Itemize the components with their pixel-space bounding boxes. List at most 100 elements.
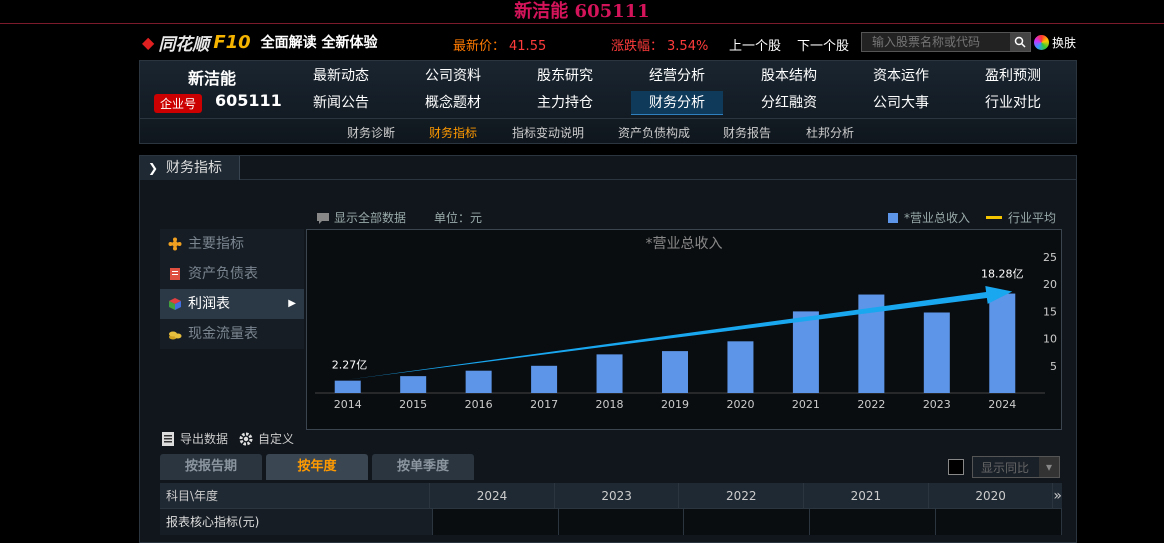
subnav-indicators[interactable]: 财务指标 <box>429 126 478 140</box>
legend-industry-avg[interactable]: 行业平均 <box>1007 211 1056 225</box>
x-tick-label: 2017 <box>530 398 558 411</box>
chart-canvas: *营业总收入 5 10 15 20 25 2014 2015 2016 2017 2018 2019 2… <box>315 236 1057 411</box>
skin-switch[interactable]: 换肤 <box>1034 34 1076 51</box>
chevron-right-icon: ▶ <box>288 298 296 309</box>
enterprise-tag[interactable]: 企业号 <box>154 94 203 113</box>
legend-line-swatch <box>985 216 1002 219</box>
yoy-checkbox[interactable] <box>948 459 964 475</box>
logo-name: 同花顺 <box>158 34 210 55</box>
side-income-statement[interactable]: 利润表 ▶ <box>160 289 304 319</box>
revenue-bar <box>792 311 819 393</box>
subnav-reports[interactable]: 财务报告 <box>723 126 772 140</box>
table-actions: 导出数据 自定义 <box>160 430 294 447</box>
revenue-bar <box>465 370 492 393</box>
side-label: 现金流量表 <box>188 326 258 342</box>
legend-revenue[interactable]: *营业总收入 <box>903 211 970 225</box>
x-tick-label: 2014 <box>334 398 362 411</box>
menu-industry[interactable]: 行业对比 <box>985 95 1041 111</box>
revenue-chart: *营业总收入 5 10 15 20 25 2014 2015 2016 2017 2018 2019 2… <box>306 229 1062 430</box>
menu-institutions[interactable]: 主力持仓 <box>537 95 593 111</box>
header-year[interactable]: 2022 <box>678 483 803 509</box>
y-tick-label: 15 <box>1043 305 1057 318</box>
header-year[interactable]: 2021 <box>803 483 928 509</box>
menu-operations[interactable]: 经营分析 <box>649 68 705 84</box>
header-year[interactable]: 2023 <box>553 483 679 509</box>
subnav-diagnosis[interactable]: 财务诊断 <box>347 126 396 140</box>
menu-shareholder[interactable]: 股东研究 <box>537 68 593 84</box>
y-tick-label: 25 <box>1043 251 1057 264</box>
price-value: 41.55 <box>509 39 547 54</box>
tab-by-quarter[interactable]: 按单季度 <box>372 454 474 480</box>
tab-by-report[interactable]: 按报告期 <box>160 454 262 480</box>
side-main-indicators[interactable]: 主要指标 <box>160 229 304 259</box>
chart-tools: 显示全部数据 单位：元 <box>316 209 482 226</box>
yoy-select[interactable]: 显示同比 <box>972 456 1060 478</box>
stock-name: 新洁能 <box>188 69 237 88</box>
menu-capital[interactable]: 资本运作 <box>873 68 929 84</box>
show-all-data-link[interactable]: 显示全部数据 <box>334 211 407 225</box>
slogan: 全面解读 全新体验 <box>260 35 378 51</box>
prev-stock-link[interactable]: 上一个股 <box>729 39 782 54</box>
side-balance-sheet[interactable]: 资产负债表 <box>160 259 304 289</box>
row-label: 报表核心指标(元) <box>160 509 432 535</box>
menu-company-info[interactable]: 公司资料 <box>425 68 481 84</box>
x-tick-label: 2016 <box>465 398 493 411</box>
x-tick-label: 2020 <box>726 398 754 411</box>
coins-icon <box>169 331 182 340</box>
tab-by-year[interactable]: 按年度 <box>266 454 368 480</box>
menu-forecast[interactable]: 盈利预测 <box>985 68 1041 84</box>
export-data-link[interactable]: 导出数据 <box>180 432 229 446</box>
unit-label: 单位：元 <box>434 211 483 225</box>
table-cell <box>935 509 1061 535</box>
revenue-bar <box>531 365 558 393</box>
stock-code: 605111 <box>215 91 282 110</box>
price-label: 最新价： <box>453 39 506 54</box>
table-cell <box>809 509 936 535</box>
subnav-dupont[interactable]: 杜邦分析 <box>806 126 855 140</box>
table-header: 科目\年度 2024 2023 2022 2021 2020 » <box>160 483 1062 509</box>
menu-events[interactable]: 公司大事 <box>873 95 929 111</box>
x-tick-label: 2019 <box>661 398 689 411</box>
table-row: 报表核心指标(元) <box>160 509 1062 535</box>
menu-dividends[interactable]: 分红融资 <box>761 95 817 111</box>
side-cash-flow[interactable]: 现金流量表 <box>160 319 304 349</box>
document-icon <box>170 268 180 280</box>
header-year[interactable]: 2020 <box>927 483 1053 509</box>
header-subject: 科目\年度 <box>166 489 219 503</box>
subnav-changes[interactable]: 指标变动说明 <box>512 126 585 140</box>
table-cell <box>431 509 558 535</box>
y-tick-label: 20 <box>1043 278 1057 291</box>
x-tick-label: 2021 <box>792 398 820 411</box>
next-stock-link[interactable]: 下一个股 <box>797 39 850 54</box>
header-year[interactable]: 2024 <box>429 483 554 509</box>
search-button[interactable] <box>1010 33 1030 51</box>
chart-title: *营业总收入 <box>646 236 723 252</box>
side-label: 主要指标 <box>188 236 244 252</box>
change-value: 3.54% <box>667 39 709 54</box>
menu-latest-news[interactable]: 最新动态 <box>313 68 369 84</box>
x-tick-label: 2018 <box>596 398 624 411</box>
comment-icon <box>317 212 329 224</box>
next-columns-button[interactable]: » <box>1052 483 1062 509</box>
menu-announcements[interactable]: 新闻公告 <box>313 95 369 111</box>
side-label: 利润表 <box>188 296 230 312</box>
revenue-bar <box>596 354 623 393</box>
side-label: 资产负债表 <box>188 266 258 282</box>
menu-concepts[interactable]: 概念题材 <box>425 95 481 111</box>
subnav-balance[interactable]: 资产负债构成 <box>618 126 691 140</box>
customize-link[interactable]: 自定义 <box>258 432 295 446</box>
search-input[interactable] <box>862 33 1010 51</box>
cube-icon <box>169 298 181 310</box>
divider <box>240 179 1076 180</box>
stock-info: 新洁能 企业号 605111 <box>140 61 282 117</box>
y-tick-label: 10 <box>1043 333 1057 346</box>
export-icon <box>162 431 174 446</box>
table-cell <box>557 509 684 535</box>
nav-panel: 新洁能 企业号 605111 最新动态 公司资料 股东研究 经营分析 股本结构 … <box>139 60 1077 144</box>
x-tick-label: 2023 <box>923 398 951 411</box>
logo: ◆ 同花顺 F10 全面解读 全新体验 <box>142 31 378 55</box>
menu-equity[interactable]: 股本结构 <box>761 68 817 84</box>
search-icon <box>1014 36 1026 48</box>
menu-financial-analysis[interactable]: 财务分析 <box>631 91 723 115</box>
revenue-bar <box>400 376 427 393</box>
